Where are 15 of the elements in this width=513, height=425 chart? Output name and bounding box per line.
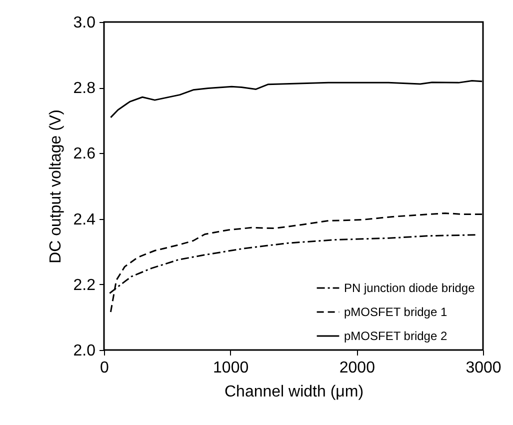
x-tick-label: 2000 [339, 360, 376, 376]
y-tick-label: 2.2 [73, 276, 96, 294]
y-tick-label: 2.6 [73, 146, 96, 163]
y-axis-title: DC output voltage (V) [47, 110, 64, 264]
legend-label: pMOSFET bridge 2 [344, 329, 448, 343]
y-tick-label: 2.0 [73, 342, 96, 360]
legend-label: pMOSFET bridge 1 [344, 305, 448, 319]
y-tick-label: 2.4 [73, 211, 96, 228]
x-tick-label: 3000 [466, 360, 502, 376]
y-tick-label: 3.0 [73, 14, 96, 32]
x-tick-label: 0 [100, 360, 110, 376]
x-axis-title: Channel width (μm) [224, 384, 364, 400]
x-tick-label: 1000 [213, 360, 249, 376]
y-tick-label: 2.8 [73, 80, 96, 98]
legend-label: PN junction diode bridge [344, 281, 476, 295]
